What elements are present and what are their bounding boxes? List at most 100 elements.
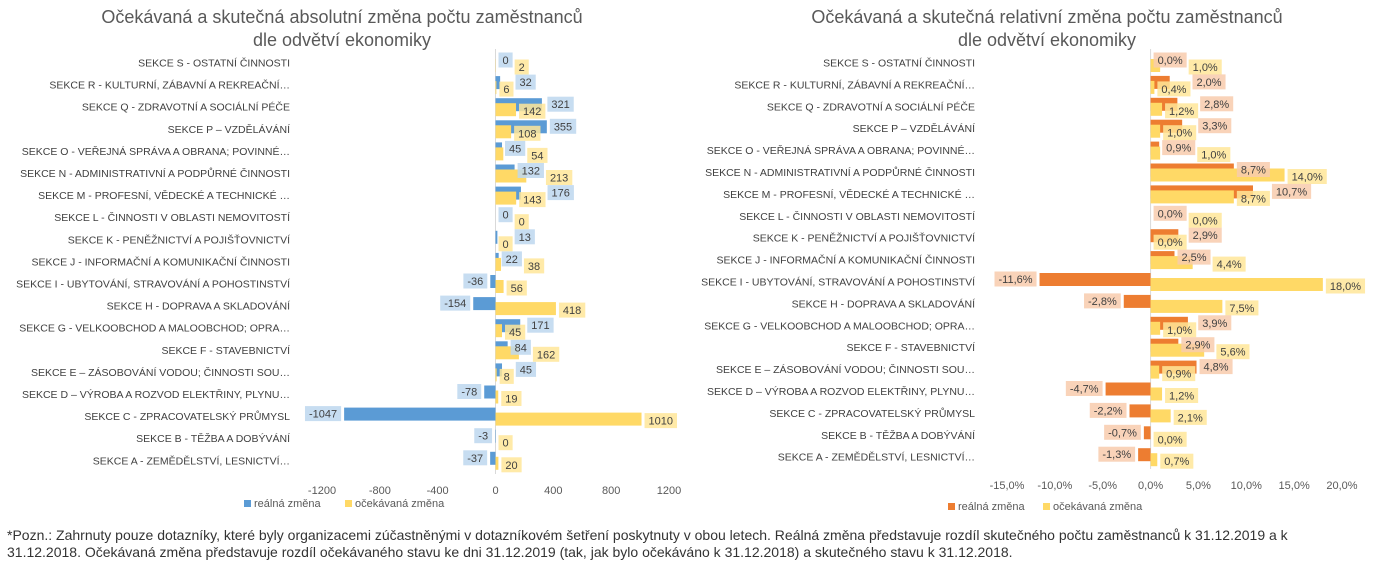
chart-title-line-2: dle odvětví ekonomiky (253, 30, 431, 50)
data-label-text: 32 (519, 77, 531, 89)
data-label-expected-sekce-m: 143 (519, 192, 546, 208)
data-label-box (547, 96, 574, 112)
data-label-real-sekce-g: 3,9% (1198, 315, 1232, 331)
data-label-box (1104, 424, 1141, 440)
bar-real-sekce-r (495, 76, 501, 90)
bar-real-sekce-c (344, 407, 496, 421)
data-label-text: 0,9% (1166, 143, 1191, 155)
data-label-real-sekce-b: -0,7% (1104, 424, 1141, 440)
data-label-box (1065, 381, 1103, 396)
category-label-sekce-o: SEKCE O - VEŘEJNÁ SPRÁVA A OBRANA; POVIN… (22, 145, 290, 158)
category-label-sekce-g: SEKCE G - VELKOOBCHOD A MALOOBCHOD; OPRA… (19, 323, 290, 335)
data-label-box (1181, 337, 1215, 353)
data-label-text: -78 (461, 387, 477, 399)
data-label-expected-sekce-k: 0,0% (1153, 234, 1187, 250)
data-label-box (505, 140, 526, 156)
data-label-box (1188, 59, 1222, 75)
data-label-expected-sekce-c: 2,1% (1173, 409, 1207, 425)
category-label-sekce-p: SEKCE P – VZDĚLÁVÁNÍ (853, 122, 975, 135)
data-label-text: 0 (503, 55, 509, 67)
bar-expected-sekce-q (495, 103, 517, 117)
x-tick-label: -400 (427, 485, 449, 497)
data-label-expected-sekce-r: 0,4% (1157, 81, 1191, 97)
category-label-sekce-k: SEKCE K - PENĚŽNICTVÍ A POJIŠŤOVNICTVÍ (68, 233, 290, 246)
bar-expected-sekce-h (1150, 299, 1223, 313)
data-label-box (514, 125, 541, 141)
data-label-text: 45 (520, 364, 532, 376)
data-label-box (1236, 162, 1270, 177)
data-label-text: -11,6% (998, 274, 1032, 286)
data-label-box (547, 185, 574, 201)
category-label-sekce-f: SEKCE F - STAVEBNICTVÍ (161, 344, 290, 357)
data-label-box (514, 229, 535, 245)
data-label-text: 2,8% (1204, 99, 1229, 111)
data-label-real-sekce-q: 2,8% (1200, 96, 1234, 112)
x-tick-label: 15,0% (1279, 480, 1310, 492)
data-label-text: 176 (552, 188, 570, 200)
data-label-text: 2,9% (1193, 230, 1218, 242)
data-label-box (1188, 227, 1222, 243)
data-label-box (644, 413, 678, 429)
category-label-sekce-k: SEKCE K - PENĚŽNICTVÍ A POJIŠŤOVNICTVÍ (753, 232, 975, 245)
data-label-box (1153, 234, 1187, 250)
data-label-text: 1,2% (1169, 391, 1194, 403)
data-label-box (498, 52, 513, 68)
data-label-box (1212, 256, 1246, 272)
data-label-box (545, 170, 573, 185)
data-label-text: 2,9% (1185, 340, 1210, 352)
category-label-sekce-m: SEKCE M - PROFESNÍ, VĚDECKÉ A TECHNICKÉ … (723, 188, 975, 201)
data-label-box (1089, 402, 1127, 418)
data-label-expected-sekce-j: 4,4% (1212, 256, 1246, 272)
category-label-sekce-r: SEKCE R - KULTURNÍ, ZÁBAVNÍ A REKREAČNÍ… (734, 78, 975, 91)
data-label-text: 2,5% (1182, 252, 1207, 264)
category-label-sekce-e: SEKCE E – ZÁSOBOVÁNÍ VODOU; ČINNOSTI SOU… (31, 366, 290, 379)
data-label-box (527, 317, 554, 333)
x-tick-label: -5,0% (1088, 480, 1117, 492)
bar-real-sekce-h (1123, 294, 1151, 308)
chart-title-line-2: dle odvětví ekonomiky (958, 30, 1136, 50)
data-label-box (1153, 431, 1187, 447)
data-label-expected-sekce-q: 142 (519, 103, 546, 119)
category-label-sekce-a: SEKCE A - ZEMĚDĚLSTVÍ, LESNICTVÍ… (778, 451, 975, 464)
data-label-text: 7,5% (1229, 303, 1254, 315)
bar-expected-sekce-e (495, 368, 497, 382)
charts-canvas: Očekávaná a skutečná absolutní změna poč… (16, 7, 1366, 513)
data-label-box (519, 192, 546, 208)
data-label-real-sekce-c: -1047 (304, 406, 342, 422)
x-tick-label: -800 (369, 485, 391, 497)
data-label-text: -37 (467, 453, 483, 465)
x-tick-label: -1200 (308, 485, 336, 497)
bar-expected-sekce-o (495, 147, 504, 161)
data-label-text: 2,0% (1196, 77, 1221, 89)
bar-expected-sekce-j (495, 257, 501, 271)
chart-title-line-1: Očekávaná a skutečná relativní změna poč… (811, 7, 1282, 27)
data-label-real-sekce-e: 45 (515, 361, 537, 377)
data-label-box (1162, 140, 1196, 156)
data-label-expected-sekce-j: 38 (523, 258, 545, 274)
bar-real-sekce-d (484, 385, 496, 399)
category-label-sekce-p: SEKCE P – VZDĚLÁVÁNÍ (168, 123, 290, 136)
data-label-box (1200, 96, 1234, 112)
data-label-box (1236, 190, 1270, 206)
chart-relative-change: Očekávaná a skutečná relativní změna poč… (701, 7, 1366, 513)
data-label-real-sekce-n: 8,7% (1236, 162, 1270, 177)
data-label-text: 0 (503, 438, 509, 450)
data-label-real-sekce-e: 4,8% (1199, 359, 1233, 375)
legend-swatch-expected (1043, 503, 1050, 510)
category-label-sekce-c: SEKCE C - ZPRACOVATELSKÝ PRŮMYSL (84, 410, 290, 423)
bar-expected-sekce-p (1150, 124, 1161, 138)
data-label-expected-sekce-c: 1010 (644, 413, 678, 429)
data-label-text: 1,2% (1169, 106, 1194, 118)
legend-swatch-real (948, 503, 955, 510)
data-label-text: 56 (511, 283, 523, 295)
data-label-box (1225, 300, 1259, 316)
data-label-expected-sekce-l: 0 (514, 214, 529, 230)
category-label-sekce-q: SEKCE Q - ZDRAVOTNÍ A SOCIÁLNÍ PÉČE (767, 100, 975, 113)
data-label-expected-sekce-m: 8,7% (1236, 190, 1270, 206)
data-label-box (1098, 446, 1136, 462)
data-label-text: -154 (444, 298, 466, 310)
category-label-sekce-n: SEKCE N - ADMINISTRATIVNÍ A PODPŮRNÉ ČIN… (705, 166, 975, 179)
category-label-sekce-l: SEKCE L - ČINNOSTI V OBLASTI NEMOVITOSTÍ (54, 211, 290, 224)
data-label-real-sekce-g: 171 (527, 317, 554, 333)
data-label-text: 6 (503, 84, 509, 96)
